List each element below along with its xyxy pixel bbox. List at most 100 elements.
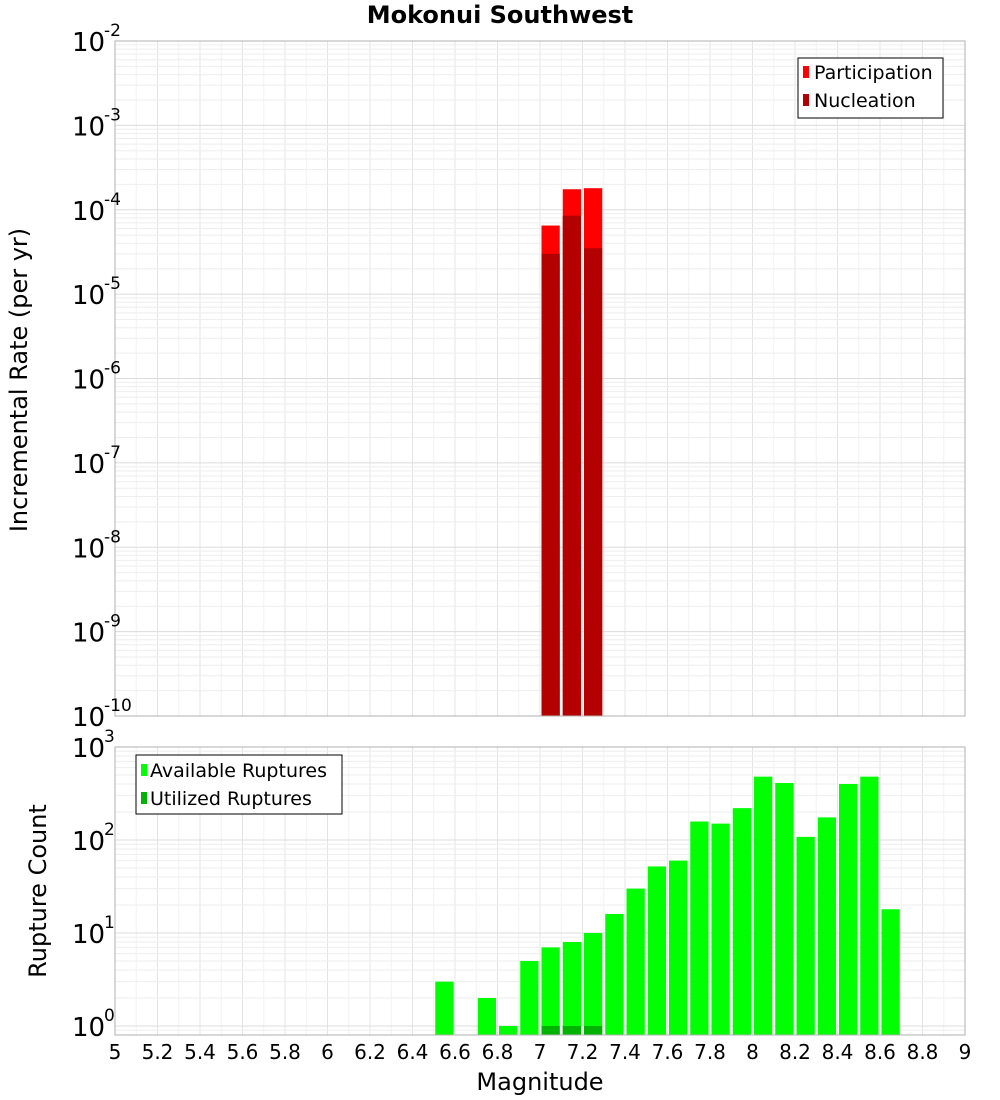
- x-tick-label: 7.4: [609, 1040, 641, 1064]
- bottom-bar-available-ruptures: [669, 860, 688, 1035]
- y-tick-exponent: 3: [104, 727, 115, 747]
- y-tick-label: 10: [72, 703, 105, 733]
- x-tick-label: 5.2: [142, 1040, 174, 1064]
- y-tick-exponent: -4: [104, 190, 121, 210]
- bottom-bars: [435, 776, 900, 1035]
- legend-label-utilized: Utilized Ruptures: [150, 788, 312, 810]
- x-tick-label: 6: [321, 1040, 334, 1064]
- x-tick-label: 6.6: [439, 1040, 471, 1064]
- y-tick-label: 10: [72, 827, 105, 857]
- bottom-legend-box: [135, 754, 343, 815]
- legend-swatch-nucleation: [803, 94, 809, 106]
- y-tick-label: 10: [72, 197, 105, 227]
- top-bar-nucleation: [541, 253, 560, 716]
- bottom-bar-available-ruptures: [477, 997, 496, 1035]
- y-tick-label: 10: [72, 1013, 105, 1043]
- bottom-bar-available-ruptures: [584, 932, 603, 1035]
- legend-label-nucleation: Nucleation: [814, 90, 916, 112]
- bottom-bar-utilized-ruptures: [541, 1025, 560, 1035]
- bottom-bar-available-ruptures: [541, 947, 560, 1035]
- bottom-bar-available-ruptures: [562, 942, 581, 1035]
- x-tick-label: 8.2: [779, 1040, 811, 1064]
- legend-label-available: Available Ruptures: [150, 760, 327, 782]
- bottom-bar-available-ruptures: [732, 808, 751, 1035]
- x-tick-label: 6.4: [397, 1040, 429, 1064]
- y-tick-label: 10: [72, 112, 105, 142]
- y-tick-exponent: -7: [104, 443, 121, 463]
- x-tick-label: 9: [959, 1040, 972, 1064]
- top-legend: Participation Nucleation: [797, 57, 944, 119]
- y-tick-exponent: -5: [104, 274, 121, 294]
- x-tick-label: 8: [746, 1040, 759, 1064]
- y-tick-exponent: -6: [104, 359, 121, 379]
- x-tick-label: 5.6: [227, 1040, 259, 1064]
- bottom-y-axis-label: Rupture Count: [24, 804, 52, 978]
- y-tick-label: 10: [72, 28, 105, 58]
- x-tick-label: 5.8: [269, 1040, 301, 1064]
- x-tick-label: 7.6: [652, 1040, 684, 1064]
- y-tick-exponent: 0: [104, 1006, 115, 1026]
- y-tick-label: 10: [72, 281, 105, 311]
- x-tick-label: 6.2: [354, 1040, 386, 1064]
- y-tick-exponent: -8: [104, 527, 121, 547]
- top-grid: [114, 40, 966, 717]
- top-legend-box: [797, 57, 944, 119]
- bottom-bar-available-ruptures: [520, 960, 539, 1035]
- y-tick-label: 10: [72, 619, 105, 649]
- bottom-legend: Available Ruptures Utilized Ruptures: [135, 754, 343, 815]
- bottom-plot-border: [114, 746, 966, 1036]
- x-tick-label: 8.6: [864, 1040, 896, 1064]
- bottom-bar-available-ruptures: [626, 888, 645, 1035]
- top-bar-nucleation: [562, 215, 581, 717]
- bottom-bar-available-ruptures: [605, 914, 624, 1035]
- x-tick-label: 7.8: [694, 1040, 726, 1064]
- y-tick-exponent: -10: [104, 696, 132, 716]
- legend-swatch-utilized: [141, 792, 147, 804]
- x-tick-label: 7.2: [567, 1040, 599, 1064]
- bottom-bar-available-ruptures: [690, 821, 709, 1035]
- y-tick-exponent: 2: [104, 820, 115, 840]
- y-tick-exponent: -9: [104, 612, 121, 632]
- bottom-bar-available-ruptures: [796, 836, 815, 1035]
- x-tick-label: 8.8: [907, 1040, 939, 1064]
- x-tick-label: 7: [534, 1040, 547, 1064]
- y-tick-exponent: -2: [104, 21, 121, 41]
- y-tick-label: 10: [72, 366, 105, 396]
- bottom-bar-available-ruptures: [839, 784, 858, 1035]
- bottom-bar-available-ruptures: [647, 866, 666, 1035]
- legend-label-participation: Participation: [814, 62, 933, 84]
- bottom-bar-available-ruptures: [860, 776, 879, 1035]
- bottom-bar-available-ruptures: [499, 1025, 518, 1035]
- bottom-bar-available-ruptures: [711, 823, 730, 1035]
- bottom-bar-available-ruptures: [435, 981, 454, 1035]
- bottom-bar-available-ruptures: [817, 817, 836, 1035]
- y-tick-label: 10: [72, 450, 105, 480]
- y-tick-exponent: 1: [104, 913, 115, 933]
- y-tick-label: 10: [72, 734, 105, 764]
- x-tick-label: 5: [109, 1040, 122, 1064]
- y-tick-exponent: -3: [104, 105, 121, 125]
- x-tick-labels: 5 5.2 5.4 5.6 5.8 6 6.2 6.4 6.6 6.8 7 7.2 7.4 7.6 7.8 8…: [109, 1040, 972, 1064]
- top-bar-nucleation: [584, 248, 603, 717]
- bottom-bar-available-ruptures: [775, 783, 794, 1035]
- bottom-bar-available-ruptures: [881, 909, 900, 1035]
- top-plot-border: [114, 40, 966, 717]
- top-bars: [541, 188, 603, 717]
- legend-swatch-available: [141, 764, 147, 776]
- x-tick-label: 6.8: [482, 1040, 514, 1064]
- x-tick-label: 5.4: [184, 1040, 216, 1064]
- legend-swatch-participation: [803, 66, 809, 78]
- bottom-bar-utilized-ruptures: [584, 1025, 603, 1035]
- x-axis-label: Magnitude: [476, 1068, 603, 1096]
- top-y-axis-label: Incremental Rate (per yr): [5, 228, 33, 532]
- bottom-bar-available-ruptures: [754, 776, 773, 1035]
- chart-title: Mokonui Southwest: [367, 1, 634, 29]
- bottom-bar-utilized-ruptures: [562, 1025, 581, 1035]
- x-tick-label: 8.4: [822, 1040, 854, 1064]
- y-tick-label: 10: [72, 920, 105, 950]
